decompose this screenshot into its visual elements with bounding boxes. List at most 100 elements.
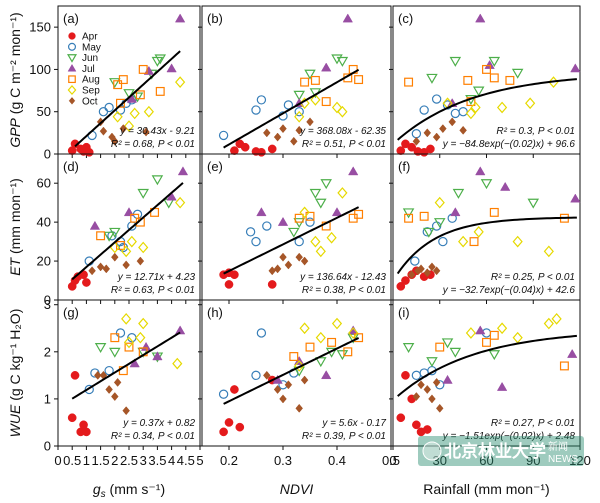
point-sep	[121, 312, 132, 325]
point-oct	[113, 377, 122, 387]
point-jun	[309, 188, 322, 199]
point-jul	[450, 207, 461, 217]
point-aug	[135, 90, 145, 100]
point-jun	[402, 208, 415, 219]
y-axis-label-wue: WUE (g C kg⁻¹ H₂O)	[7, 309, 23, 438]
point-aug	[482, 64, 491, 74]
legend-label-may: May	[82, 42, 101, 53]
point-sep	[470, 101, 481, 114]
point-jul	[277, 216, 289, 226]
point-jul	[174, 325, 186, 335]
point-jul	[126, 93, 138, 103]
point-apr	[267, 144, 277, 154]
point-jun	[320, 179, 332, 190]
point-aug	[469, 237, 479, 247]
point-jul	[348, 166, 359, 176]
point-aug	[96, 231, 106, 241]
x-tick-label: 0.3	[274, 453, 292, 468]
point-jul	[500, 181, 511, 191]
point-oct	[88, 266, 96, 276]
point-jul	[442, 374, 453, 384]
point-aug	[343, 347, 353, 357]
point-aug	[294, 213, 304, 223]
legend-marker-jun	[66, 54, 78, 63]
point-oct	[93, 370, 102, 380]
point-apr	[67, 413, 77, 423]
point-oct	[412, 392, 421, 402]
point-apr	[401, 276, 410, 285]
point-sep	[465, 107, 477, 120]
watermark-text-cn: 北京林业大学	[444, 441, 546, 462]
point-may	[104, 102, 114, 113]
axis-labels-layer: GPP (g C m⁻² mon⁻¹) ET (mm mon⁻¹) WUE (g C…	[7, 12, 550, 500]
point-jun	[488, 56, 501, 67]
point-sep	[315, 245, 326, 258]
point-oct	[428, 394, 436, 404]
point-aug	[305, 342, 315, 352]
x-tick-label: 90	[526, 453, 540, 468]
point-apr	[396, 282, 406, 291]
point-aug	[419, 211, 429, 221]
fit-line	[223, 206, 360, 275]
point-oct	[432, 266, 441, 276]
point-oct	[263, 128, 271, 138]
point-jul	[570, 193, 581, 203]
point-oct	[273, 385, 282, 394]
panel-label: (i)	[398, 305, 410, 320]
point-oct	[435, 403, 444, 413]
point-jun	[441, 338, 454, 349]
point-jun	[331, 54, 343, 65]
x-tick-label: 1.5	[92, 453, 110, 468]
point-oct	[111, 392, 119, 402]
point-apr	[82, 427, 91, 437]
point-sep	[331, 317, 343, 330]
panel-d: 0 20 40 60 (d) y = 12.71x + 4.23 R² = 0.63, P …	[37, 153, 201, 308]
y-tick-label: 60	[37, 176, 51, 191]
y-axis-label-gpp: GPP (g C m⁻² mon⁻¹)	[7, 12, 23, 147]
point-apr	[82, 142, 91, 152]
point-sep	[129, 107, 140, 120]
point-sep	[512, 331, 523, 344]
equation-text: R² = 0.27, P < 0.01	[491, 418, 575, 429]
equation-text: y = 30.43x - 9.21	[119, 126, 195, 137]
point-may	[218, 130, 229, 141]
point-aug	[404, 77, 414, 87]
point-jun	[293, 90, 305, 101]
point-may	[283, 100, 294, 110]
point-jun	[109, 227, 121, 238]
point-jul	[496, 381, 508, 391]
x-tick-label: 2	[111, 453, 118, 468]
legend-marker-jul	[67, 63, 77, 72]
point-sep	[138, 317, 149, 330]
legend-label-oct: Oct	[82, 96, 98, 107]
equation-text: R² = 0.3, P < 0.01	[496, 126, 575, 137]
point-sep	[496, 101, 508, 114]
fit-line	[71, 182, 184, 281]
equation-text: R² = 0.38, P < 0.01	[302, 285, 386, 296]
equation-text: y = 12.71x + 4.23	[117, 272, 196, 283]
point-aug	[300, 77, 310, 87]
point-aug	[505, 75, 515, 85]
point-sep	[331, 101, 343, 114]
point-apr	[224, 280, 234, 289]
point-jun	[151, 175, 164, 186]
point-sep	[126, 235, 137, 248]
point-may	[450, 108, 461, 119]
point-jun	[336, 350, 349, 361]
point-may	[419, 105, 429, 115]
point-sep	[525, 97, 536, 110]
point-sep	[337, 187, 348, 199]
point-may	[251, 370, 261, 381]
point-may	[245, 227, 256, 237]
point-jun	[123, 89, 135, 100]
point-sep	[326, 231, 337, 244]
point-oct	[300, 375, 309, 385]
point-jul	[342, 13, 353, 23]
point-oct	[279, 394, 287, 404]
point-oct	[295, 252, 303, 262]
point-apr	[235, 422, 245, 432]
x-tick-label: 0.4	[328, 453, 346, 468]
point-oct	[279, 124, 287, 134]
